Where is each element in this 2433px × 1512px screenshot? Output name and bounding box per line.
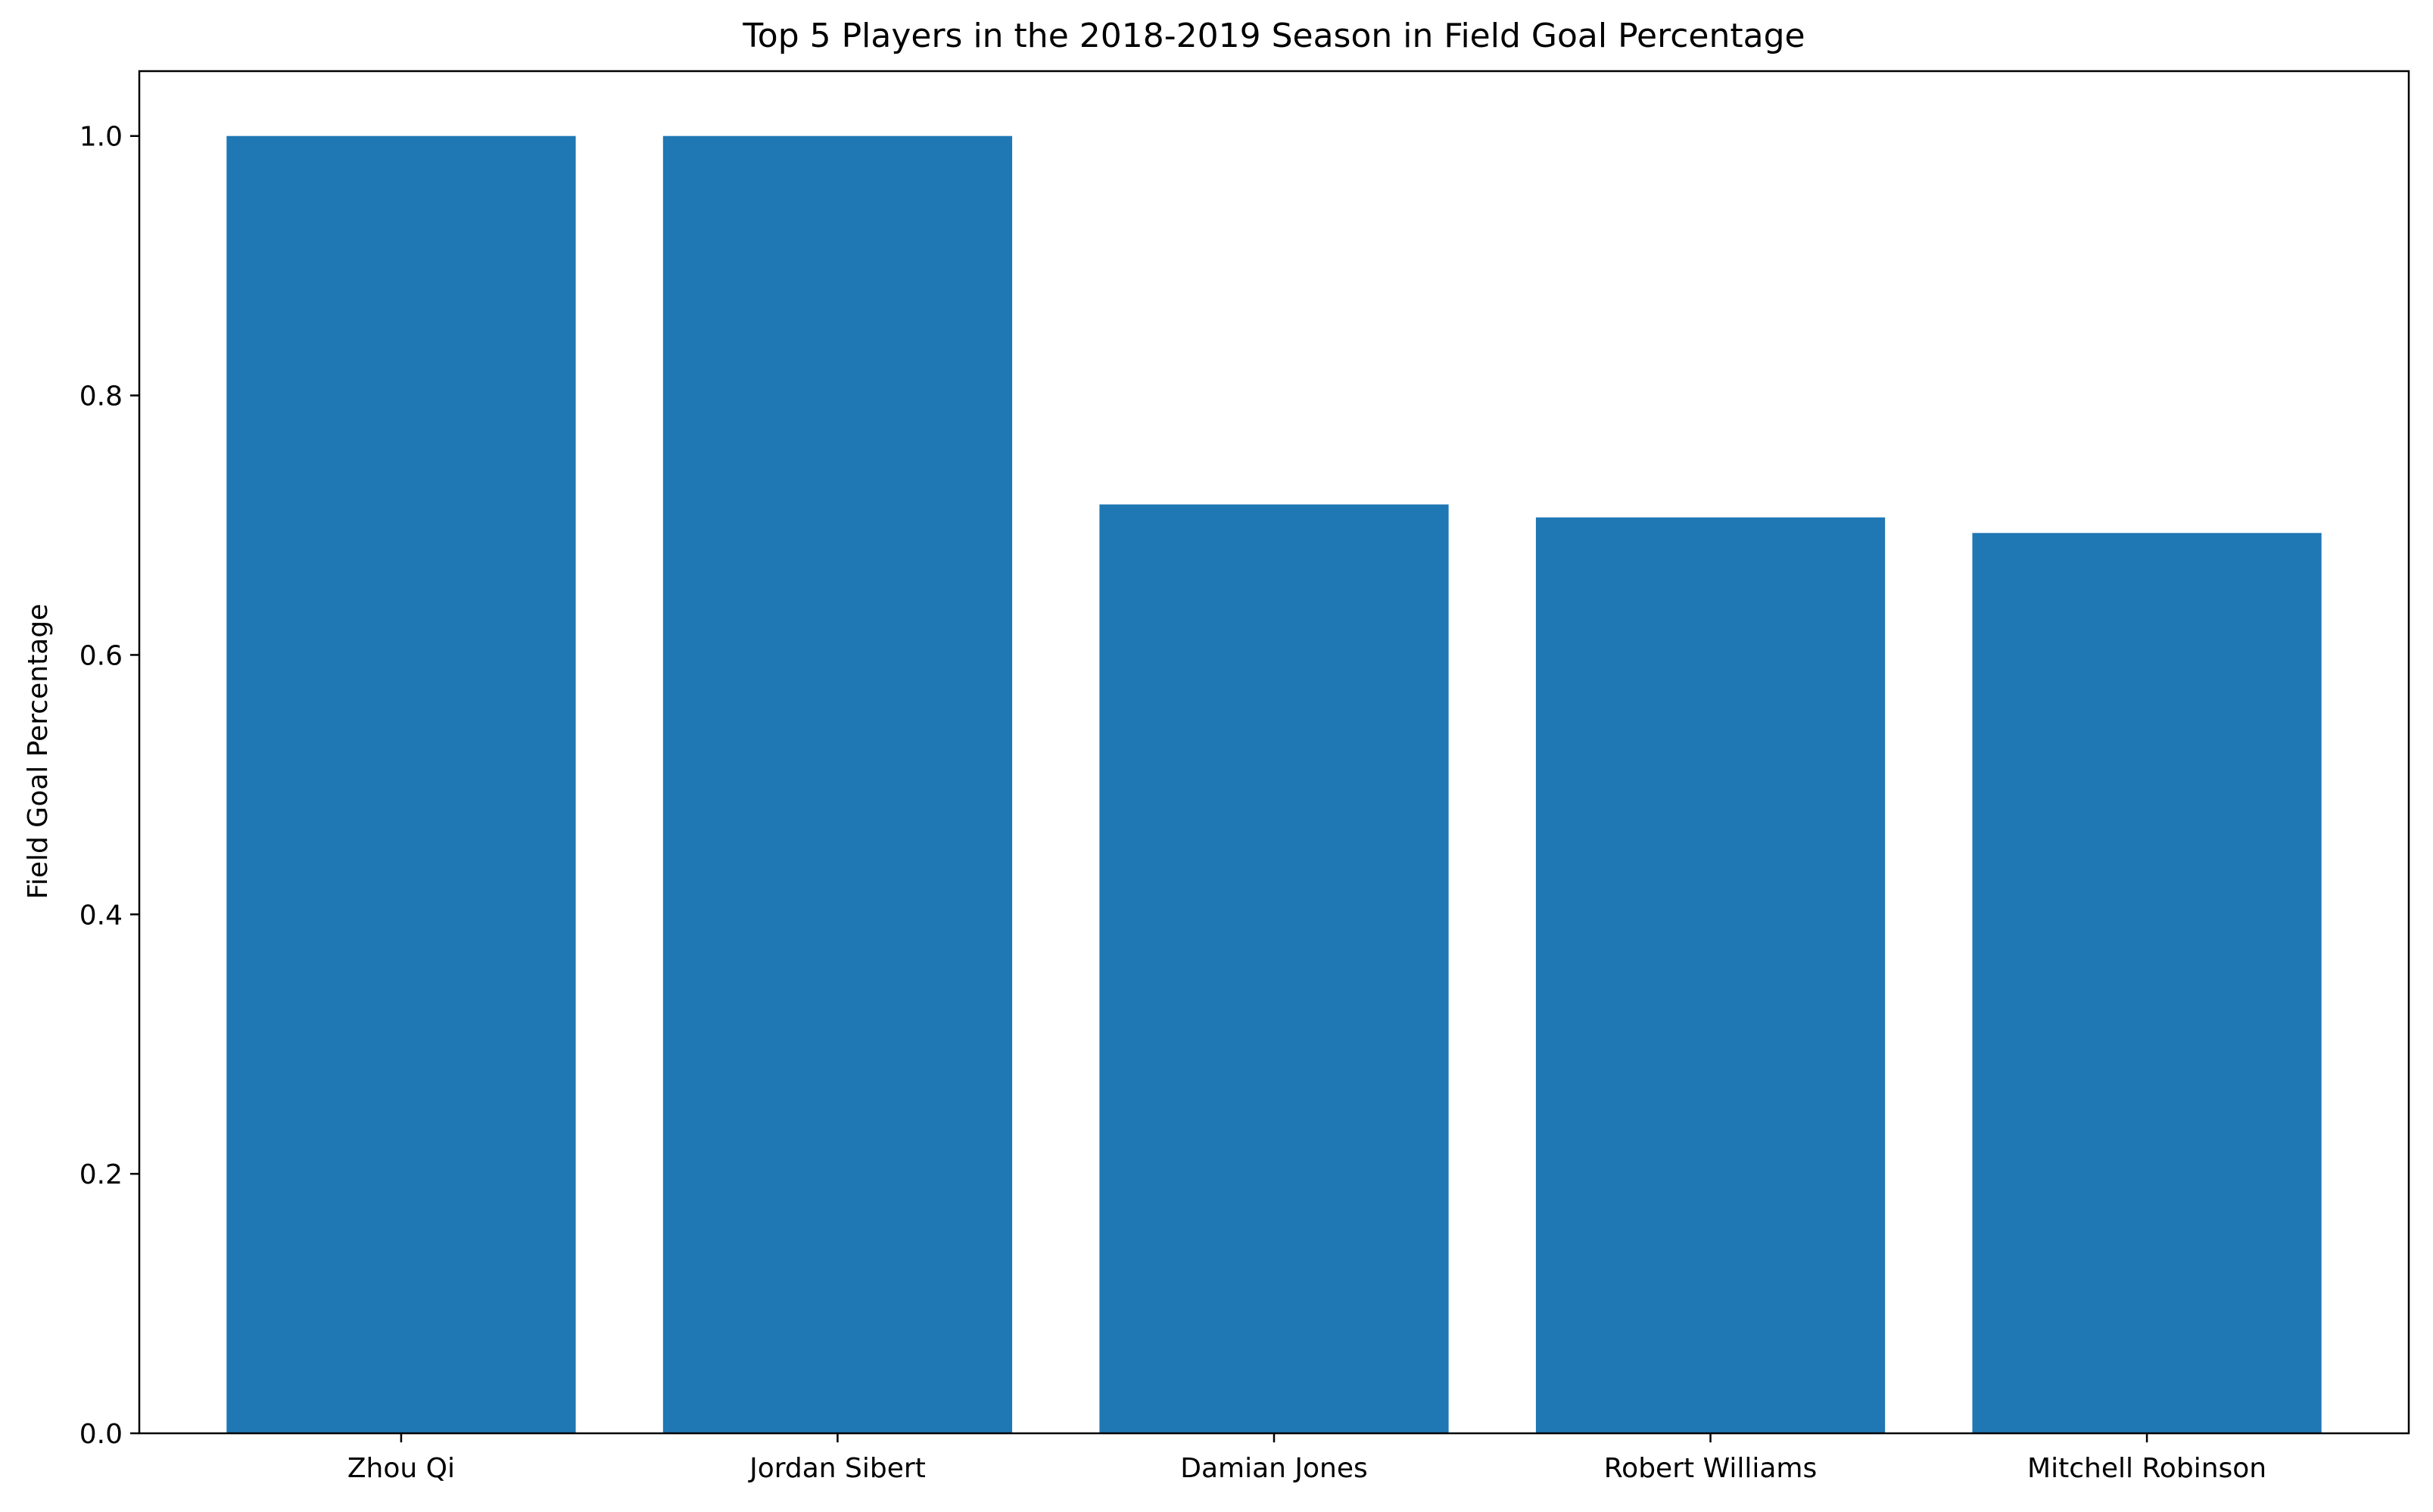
y-tick-label: 0.4 — [79, 900, 123, 931]
y-axis-label: Field Goal Percentage — [23, 604, 54, 899]
y-tick-label: 0.8 — [79, 381, 123, 412]
bar-zhou-qi — [226, 135, 576, 1434]
y-tick-label: 0.0 — [79, 1419, 123, 1450]
x-axis-ticks: Zhou Qi Jordan Sibert Damian Jones Robert W… — [347, 1433, 2266, 1484]
bar-damian-jones — [1099, 504, 1449, 1433]
y-axis-ticks: 0.0 0.2 0.4 0.6 0.8 1.0 — [79, 122, 139, 1450]
bars-group — [226, 135, 2322, 1434]
y-tick-label: 0.6 — [79, 640, 123, 671]
y-tick-label: 0.2 — [79, 1159, 123, 1190]
bar-mitchell-robinson — [1972, 533, 2322, 1434]
bar-jordan-sibert — [662, 135, 1013, 1434]
x-tick-label: Robert Williams — [1604, 1453, 1817, 1484]
bar-robert-williams — [1535, 517, 1886, 1433]
plot-frame — [138, 70, 2410, 1435]
chart-title: Top 5 Players in the 2018-2019 Season in… — [742, 17, 1805, 55]
y-tick-label: 1.0 — [79, 122, 123, 153]
x-tick-label: Zhou Qi — [347, 1453, 455, 1484]
x-tick-label: Damian Jones — [1180, 1453, 1368, 1484]
x-tick-label: Jordan Sibert — [748, 1453, 926, 1484]
x-tick-label: Mitchell Robinson — [2027, 1453, 2266, 1484]
